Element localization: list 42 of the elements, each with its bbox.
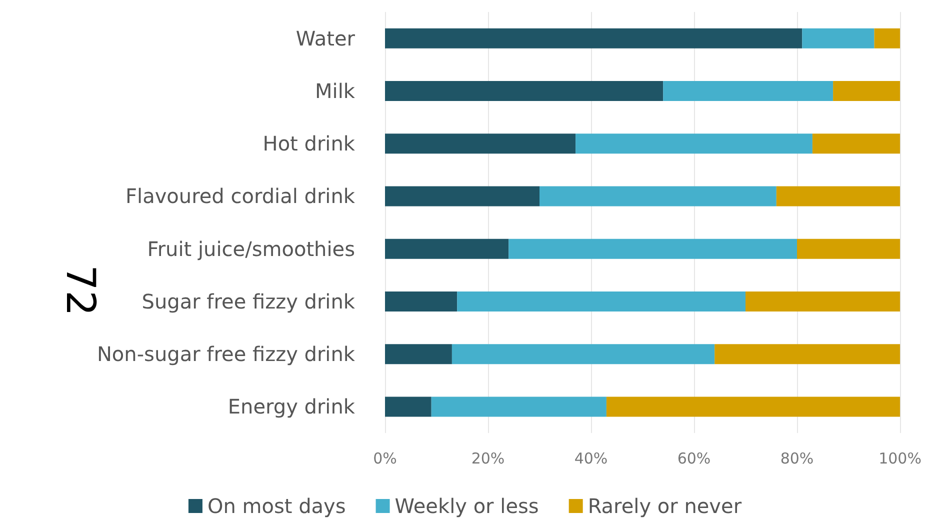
- y-tick-label: Energy drink: [228, 394, 356, 419]
- bar: [385, 344, 452, 364]
- bar: [714, 344, 900, 364]
- bar: [385, 186, 540, 206]
- text: 72: [57, 265, 103, 316]
- y-tick-label: Non-sugar free fizzy drink: [96, 342, 356, 366]
- bar: [746, 291, 900, 312]
- bar: [833, 80, 900, 101]
- x-tick-label: 60%: [677, 450, 711, 468]
- bar: [385, 134, 576, 154]
- bar: [874, 28, 900, 48]
- y-tick-label: Flavoured cordial drink: [126, 184, 356, 208]
- x-tick-label: 100%: [878, 450, 922, 468]
- bar: [663, 80, 834, 101]
- y-tick-label: Fruit juice/smoothies: [147, 236, 355, 261]
- x-tick-label: 40%: [574, 450, 608, 468]
- bar: [385, 291, 458, 312]
- bar: [797, 238, 900, 259]
- bar: [385, 396, 432, 417]
- bar: [802, 28, 874, 48]
- bar: [576, 134, 812, 154]
- legend-label: Rarely or never: [588, 494, 742, 518]
- legend-label: Weekly or less: [394, 494, 539, 518]
- x-tick-label: 0%: [373, 450, 397, 468]
- bar: [385, 28, 802, 48]
- bar: [431, 396, 606, 417]
- bar: [812, 134, 900, 154]
- y-tick-label: Water: [296, 26, 356, 50]
- bar: [606, 396, 900, 417]
- x-tick-label: 80%: [780, 450, 814, 468]
- legend-label: On most days: [207, 494, 346, 518]
- bar: [776, 186, 900, 206]
- bar: [540, 186, 776, 206]
- x-tick-label: 20%: [471, 450, 505, 468]
- y-tick-label: Hot drink: [262, 132, 356, 156]
- bar: [452, 344, 715, 364]
- y-tick-label: Sugar free fizzy drink: [142, 289, 356, 314]
- bar: [508, 238, 797, 259]
- bar: [457, 291, 746, 312]
- y-tick-label: Milk: [315, 78, 356, 103]
- bar: [385, 238, 509, 259]
- bar: [385, 80, 664, 101]
